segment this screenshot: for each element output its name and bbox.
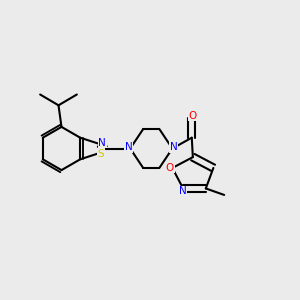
Text: N: N [179,187,186,196]
Text: N: N [125,142,133,152]
Text: O: O [166,163,174,173]
Text: O: O [188,111,196,121]
Text: N: N [98,138,106,148]
Text: N: N [170,142,178,152]
Text: S: S [98,148,104,158]
